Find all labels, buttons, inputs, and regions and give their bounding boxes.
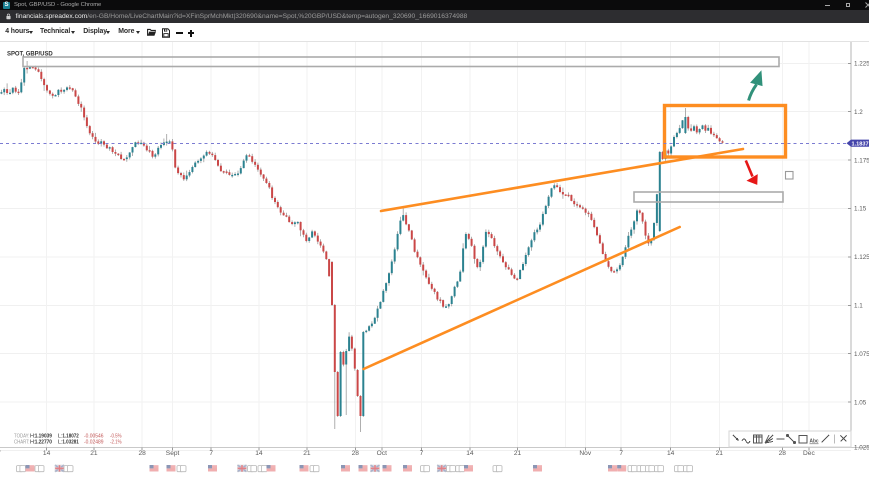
- svg-text:1.2: 1.2: [854, 109, 863, 116]
- svg-text:28: 28: [779, 450, 787, 457]
- svg-text:SPOT, GBP/USD: SPOT, GBP/USD: [7, 52, 53, 58]
- svg-text:Nov: Nov: [579, 450, 591, 457]
- svg-text:1.19039: 1.19039: [35, 434, 52, 440]
- svg-text:Dec: Dec: [803, 450, 815, 457]
- svg-text:1.18072: 1.18072: [62, 434, 78, 440]
- svg-text:7: 7: [619, 450, 623, 457]
- svg-text:CHART:: CHART:: [14, 440, 30, 446]
- svg-text:14: 14: [466, 450, 474, 457]
- svg-text:1.1: 1.1: [854, 303, 863, 310]
- svg-text:1.15: 1.15: [854, 206, 867, 213]
- svg-text:1.03281: 1.03281: [62, 440, 78, 446]
- svg-text:L:: L:: [58, 434, 63, 440]
- svg-text:1.225: 1.225: [854, 61, 869, 68]
- svg-text:21: 21: [303, 450, 311, 457]
- svg-text:1.075: 1.075: [854, 351, 869, 358]
- svg-text:-0.00546: -0.00546: [84, 434, 104, 440]
- svg-text:TODAY:: TODAY:: [14, 434, 30, 440]
- svg-text:1.1837: 1.1837: [852, 142, 869, 148]
- svg-text:21: 21: [90, 450, 98, 457]
- svg-text:H:: H:: [30, 434, 36, 440]
- svg-text:1.22770: 1.22770: [35, 440, 52, 446]
- svg-text:7: 7: [209, 450, 213, 457]
- svg-text:1.125: 1.125: [854, 254, 869, 261]
- svg-text:-0.02489: -0.02489: [84, 440, 104, 446]
- svg-text:14: 14: [667, 450, 675, 457]
- svg-text:28: 28: [139, 450, 147, 457]
- svg-text:L:: L:: [58, 440, 63, 446]
- svg-text:Sept: Sept: [166, 450, 180, 457]
- svg-text:7: 7: [420, 450, 424, 457]
- svg-text:14: 14: [43, 450, 51, 457]
- svg-text:1.05: 1.05: [854, 399, 867, 406]
- svg-text:-2.1%: -2.1%: [110, 440, 122, 446]
- svg-text:-0.5%: -0.5%: [110, 434, 122, 440]
- svg-text:Abc: Abc: [810, 439, 820, 445]
- svg-text:28: 28: [352, 450, 360, 457]
- svg-text:1.025: 1.025: [854, 445, 869, 452]
- svg-text:H:: H:: [30, 440, 36, 446]
- svg-text:21: 21: [514, 450, 522, 457]
- svg-text:7: 7: [0, 450, 1, 457]
- svg-text:21: 21: [716, 450, 724, 457]
- svg-text:14: 14: [255, 450, 263, 457]
- svg-text:1.175: 1.175: [854, 157, 869, 164]
- svg-text:Oct: Oct: [377, 450, 387, 457]
